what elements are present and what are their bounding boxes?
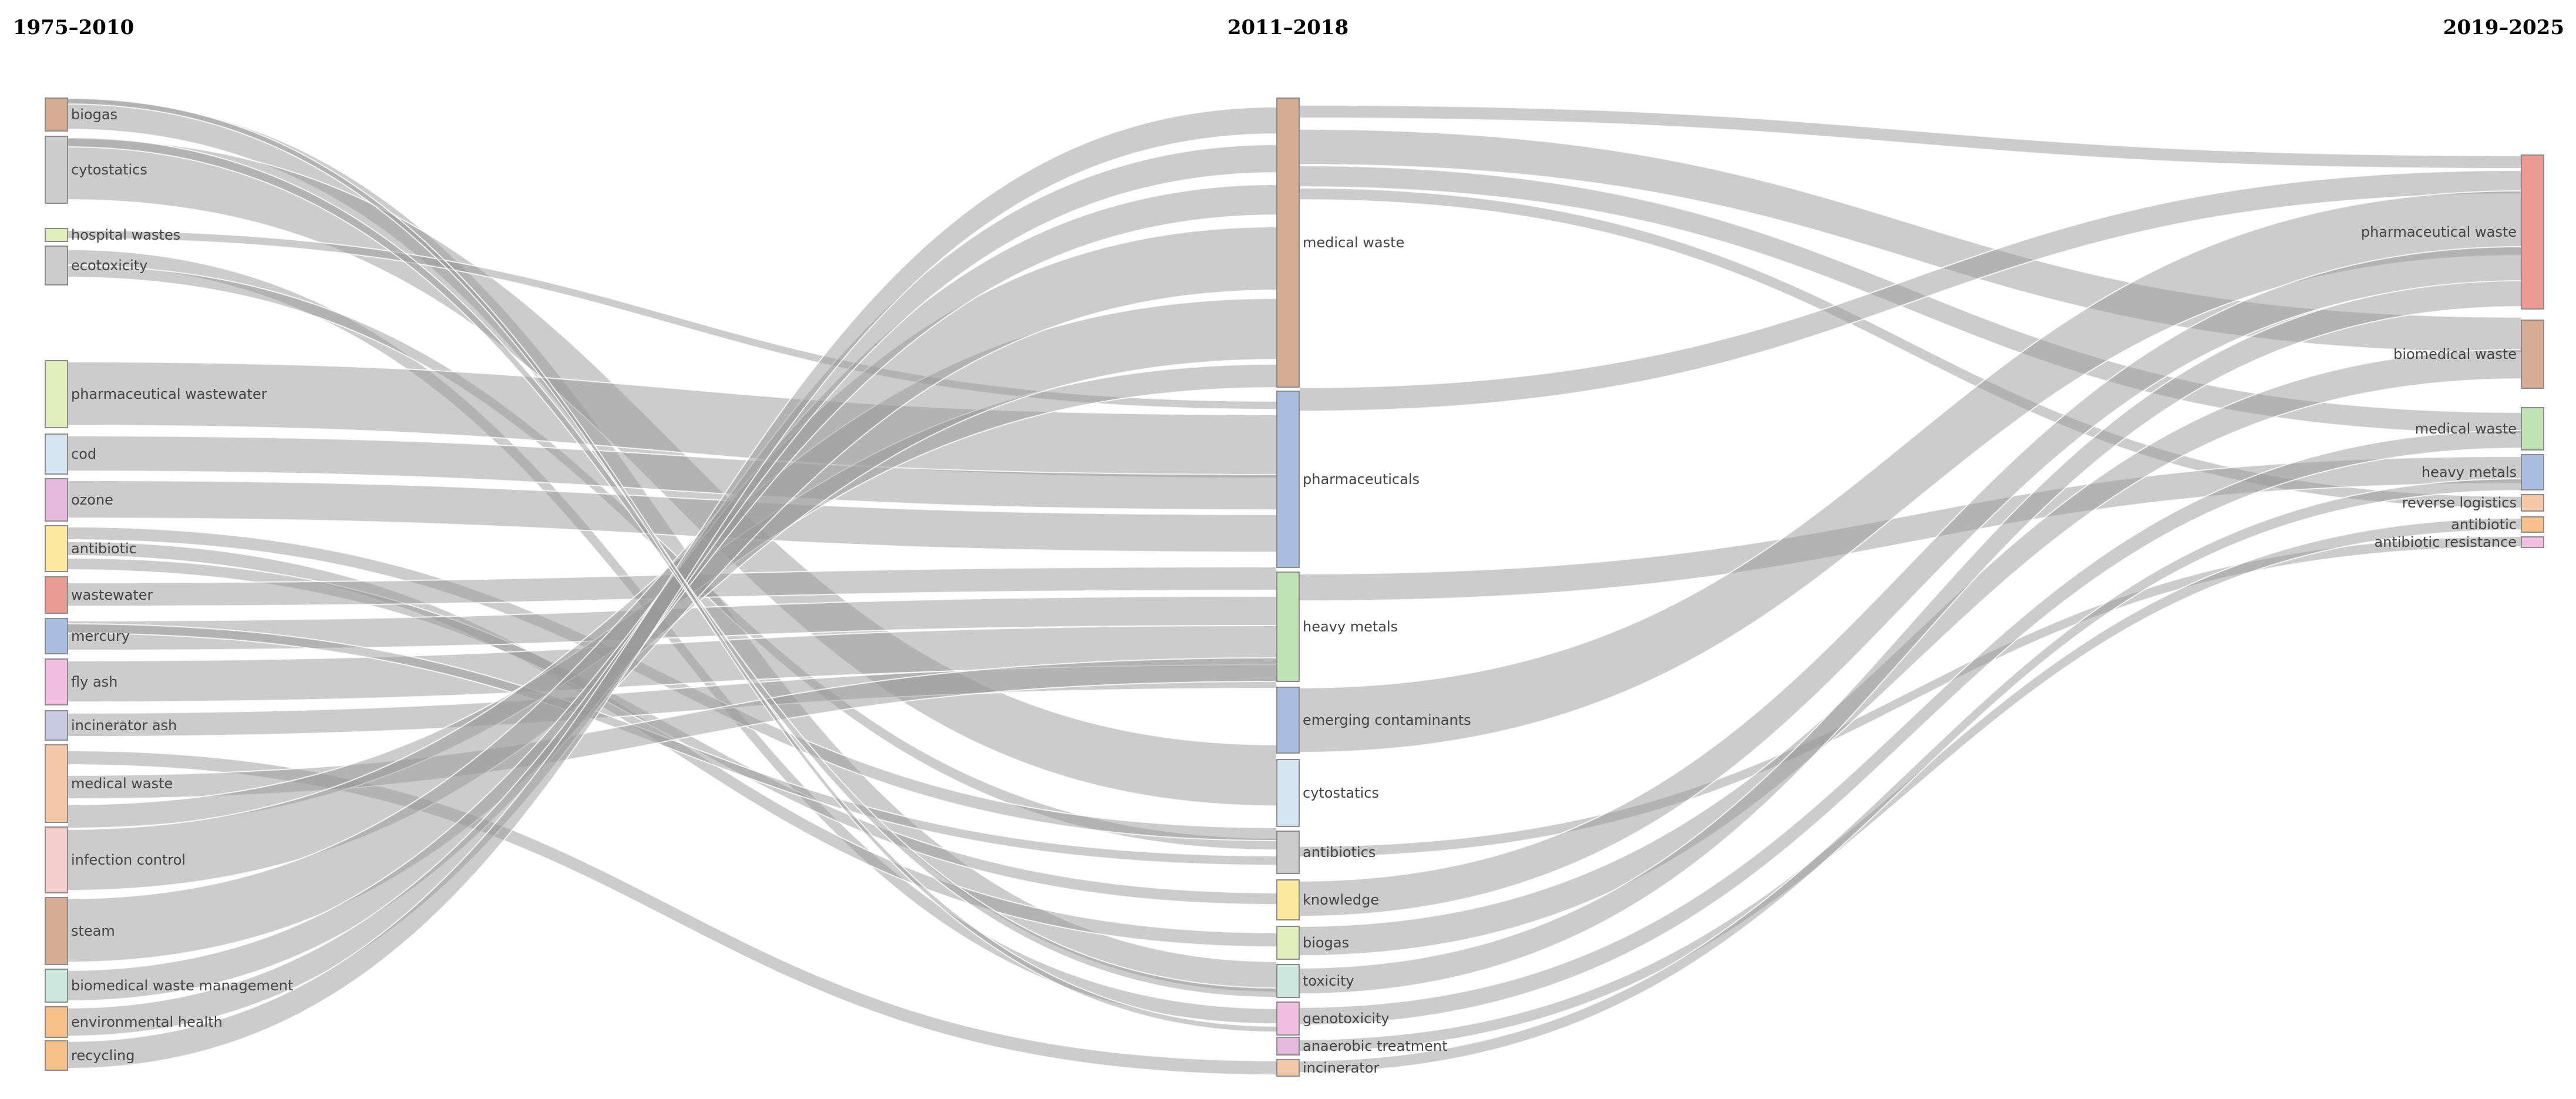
node-label-r-amr: antibiotic resistance (2374, 534, 2517, 550)
node-label-l-cytostatics: cytostatics (71, 162, 147, 178)
node-label-r-pharmawaste: pharmaceutical waste (2361, 224, 2517, 240)
node-l-steam (45, 897, 68, 965)
node-m-knowledge (1276, 879, 1300, 920)
node-label-r-biomed: biomedical waste (2393, 346, 2517, 362)
node-label-r-reverse: reverse logistics (2402, 495, 2517, 511)
node-l-mercury (45, 618, 68, 654)
node-m-heavy (1276, 572, 1300, 682)
node-l-antibiotic (45, 525, 68, 572)
flow-layer (67, 97, 2522, 1076)
node-label-l-infection: infection control (71, 852, 186, 868)
node-label-r-medwaste: medical waste (2415, 421, 2517, 437)
node-label-l-antibiotic: antibiotic (71, 540, 137, 557)
node-label-l-cod: cod (71, 446, 96, 462)
node-r-pharmawaste (2521, 154, 2544, 310)
node-label-l-hospital: hospital wastes (71, 227, 180, 243)
node-l-pharmaww (45, 360, 68, 428)
node-l-medwaste (45, 744, 68, 823)
node-label-m-knowledge: knowledge (1303, 892, 1379, 908)
node-l-envhealth (45, 1006, 68, 1038)
node-label-m-emerging: emerging contaminants (1303, 712, 1471, 728)
node-m-antibiotics (1276, 831, 1300, 874)
node-label-l-ecotox: ecotoxicity (71, 257, 147, 274)
node-label-l-pharmaww: pharmaceutical wastewater (71, 386, 267, 402)
node-r-antibiotic (2521, 516, 2544, 533)
node-l-biogas (45, 98, 68, 132)
node-l-bwm (45, 969, 68, 1003)
node-label-l-biogas: biogas (71, 106, 117, 123)
node-label-m-anaerobic: anaerobic treatment (1303, 1038, 1448, 1054)
node-label-l-flyash: fly ash (71, 674, 117, 690)
node-r-heavy (2521, 454, 2544, 490)
period-title-1975-2010: 1975–2010 (13, 16, 134, 39)
node-label-m-pharma: pharmaceuticals (1303, 471, 1420, 488)
node-label-m-antibiotics: antibiotics (1303, 844, 1376, 861)
node-m-medwaste (1276, 98, 1300, 388)
node-label-l-recycling: recycling (71, 1047, 134, 1064)
node-l-infection (45, 826, 68, 893)
node-label-r-heavy: heavy metals (2422, 464, 2517, 480)
node-l-ecotox (45, 246, 68, 285)
node-l-cytostatics (45, 136, 68, 204)
node-r-biomed (2521, 320, 2544, 389)
node-label-l-bwm: biomedical waste management (71, 977, 293, 994)
node-label-m-incinerator: incinerator (1303, 1060, 1379, 1076)
node-layer: biogas cytostatics hospital wastes ecotoxic… (45, 98, 2544, 1077)
node-label-r-antibiotic: antibiotic (2451, 516, 2517, 533)
node-label-l-envhealth: environmental health (71, 1014, 223, 1030)
node-label-l-mercury: mercury (71, 628, 130, 644)
node-label-m-cytostatics: cytostatics (1303, 785, 1379, 801)
node-r-reverse (2521, 494, 2544, 512)
node-label-l-medwaste: medical waste (71, 775, 173, 792)
node-label-m-medwaste: medical waste (1303, 234, 1404, 251)
node-l-cod (45, 433, 68, 475)
node-m-cytostatics (1276, 759, 1300, 827)
node-m-genotox (1276, 1001, 1300, 1036)
node-r-amr (2521, 536, 2544, 548)
node-label-l-incash: incinerator ash (71, 717, 177, 734)
node-m-biogas (1276, 926, 1300, 960)
node-label-l-ozone: ozone (71, 492, 113, 508)
node-l-wastewater (45, 576, 68, 614)
node-m-emerging (1276, 687, 1300, 754)
node-m-toxicity (1276, 964, 1300, 998)
period-title-2011-2018: 2011–2018 (1228, 16, 1348, 39)
node-m-anaerobic (1276, 1037, 1300, 1056)
node-r-medwaste (2521, 407, 2544, 451)
node-l-recycling (45, 1040, 68, 1071)
node-label-m-toxicity: toxicity (1303, 973, 1354, 989)
node-l-incash (45, 710, 68, 741)
node-label-m-heavy: heavy metals (1303, 619, 1398, 635)
node-l-ozone (45, 478, 68, 522)
node-m-incinerator (1276, 1059, 1300, 1077)
node-l-flyash (45, 658, 68, 705)
period-title-2019-2025: 2019–2025 (2443, 16, 2564, 39)
node-l-hospital (45, 228, 68, 242)
node-label-l-wastewater: wastewater (71, 587, 153, 603)
node-label-l-steam: steam (71, 923, 115, 939)
node-label-m-biogas: biogas (1303, 935, 1349, 951)
node-label-m-genotox: genotoxicity (1303, 1010, 1390, 1027)
node-m-pharma (1276, 391, 1300, 568)
